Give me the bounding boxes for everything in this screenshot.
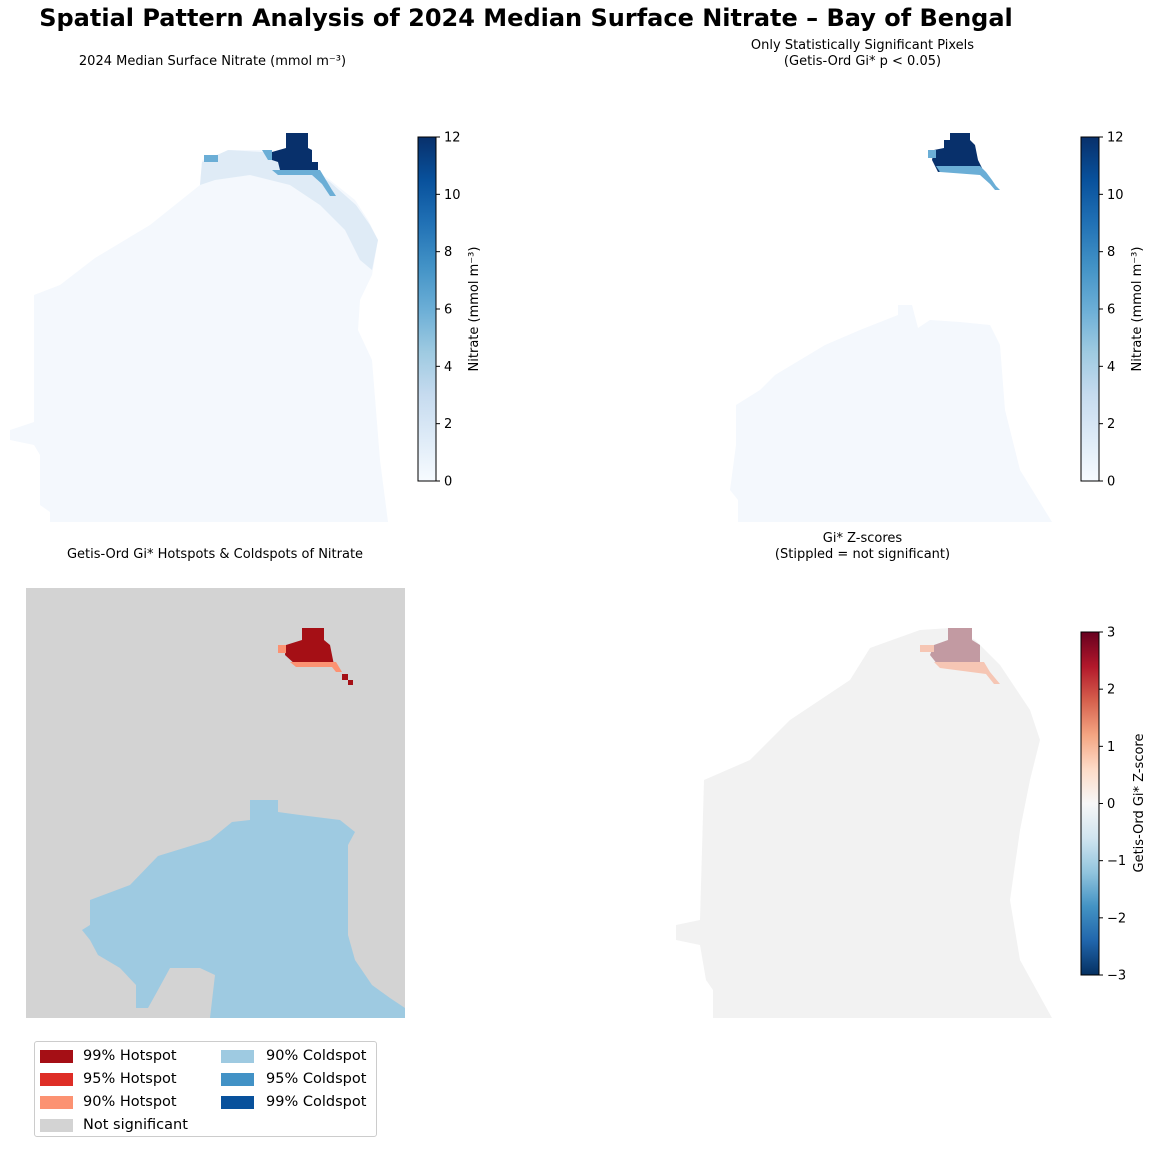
legend-patch-3 [40, 1119, 73, 1132]
panel4-hotspot-fringe [920, 645, 1000, 684]
panel1-hotspot-patch [272, 133, 318, 170]
legend-label-6: 99% Coldspot [266, 1094, 367, 1110]
panel4-title: Gi* Z-scores (Stippled = not significant… [774, 531, 951, 562]
panel3-hotspot-90-fringe [278, 645, 342, 672]
colorbar2-tick-label: 2 [1107, 417, 1115, 432]
panel4-map [676, 628, 1052, 1018]
colorbar-zscore-tick-label: −3 [1107, 969, 1126, 984]
panel1-sea-area [10, 150, 388, 522]
colorbar2-gradient [1080, 136, 1100, 482]
colorbar-zscore-tick-label: 0 [1107, 797, 1115, 812]
colorbar1-tick-label: 6 [444, 303, 452, 318]
legend-label-0: 99% Hotspot [83, 1048, 177, 1064]
colorbar-zscore-label: Getis-Ord Gi* Z-score [1132, 734, 1147, 873]
colorbar2-tick-label: 10 [1107, 188, 1124, 203]
colorbar-zscore-tick-label: 2 [1107, 683, 1115, 698]
colorbar1-tick-label: 8 [444, 245, 452, 260]
panel3-map [26, 588, 405, 1018]
figure-title: Spatial Pattern Analysis of 2024 Median … [39, 4, 1013, 32]
legend-label-1: 95% Hotspot [83, 1071, 177, 1087]
colorbar-zscore-tick-label: 1 [1107, 740, 1115, 755]
colorbar-nitrate-2 [1080, 136, 1100, 482]
panel1-hotspot-edge [204, 150, 336, 196]
panel1-title: 2024 Median Surface Nitrate (mmol m⁻³) [78, 54, 347, 69]
colorbar2-tick-label: 8 [1107, 245, 1115, 260]
legend-patch-5 [221, 1073, 254, 1086]
legend: 99% Hotspot 95% Hotspot 90% Hotspot Not … [34, 1041, 377, 1137]
panel3-title: Getis-Ord Gi* Hotspots & Coldspots of Ni… [66, 547, 364, 562]
colorbar1-tick-label: 0 [444, 475, 452, 490]
legend-patch-2 [40, 1096, 73, 1109]
legend-patch-1 [40, 1073, 73, 1086]
legend-label-3: Not significant [83, 1117, 188, 1133]
panel4-sea-area [676, 628, 1052, 1018]
colorbar2-tick-label: 4 [1107, 360, 1115, 375]
colorbar2-label: Nitrate (mmol m⁻³) [1130, 247, 1145, 372]
colorbar-zscore-tick-label: −2 [1107, 911, 1126, 926]
panel4-hotspot-patch [930, 628, 980, 665]
colorbar1-tick-label: 10 [444, 188, 461, 203]
panel3-coldspot-region [82, 800, 405, 1018]
colorbar2-tick-label: 12 [1107, 131, 1124, 146]
panel3-hotspot-99-pixel [348, 680, 353, 685]
colorbar1-tick-label: 4 [444, 360, 452, 375]
panel1-map [10, 133, 388, 522]
legend-patch-4 [221, 1050, 254, 1063]
colorbar1-tick-label: 2 [444, 417, 452, 432]
legend-label-2: 90% Hotspot [83, 1094, 177, 1110]
colorbar-zscore-gradient [1080, 631, 1100, 976]
colorbar2-tick-label: 6 [1107, 303, 1115, 318]
panel2-map [730, 133, 1052, 522]
colorbar-zscore [1080, 631, 1100, 976]
colorbar1-tick-label: 12 [444, 131, 461, 146]
legend-label-5: 95% Coldspot [266, 1071, 367, 1087]
legend-patch-0 [40, 1050, 73, 1063]
colorbar2-tick-label: 0 [1107, 475, 1115, 490]
colorbar-nitrate-1 [417, 136, 437, 482]
colorbar1-label: Nitrate (mmol m⁻³) [467, 247, 482, 372]
legend-label-4: 90% Coldspot [266, 1048, 367, 1064]
colorbar-zscore-tick-label: −1 [1107, 854, 1126, 869]
colorbar-zscore-tick-label: 3 [1107, 626, 1115, 641]
panel2-sea-area [730, 305, 1052, 522]
colorbar1-gradient [417, 136, 437, 482]
panel2-hotspot-patch [932, 133, 982, 172]
panel2-title: Only Statistically Significant Pixels (G… [750, 38, 975, 69]
panel2-hotspot-edge [928, 150, 1000, 190]
panel3-hotspot-95-pixel [342, 674, 348, 680]
panel3-hotspot-region [285, 628, 334, 667]
legend-patch-6 [221, 1096, 254, 1109]
